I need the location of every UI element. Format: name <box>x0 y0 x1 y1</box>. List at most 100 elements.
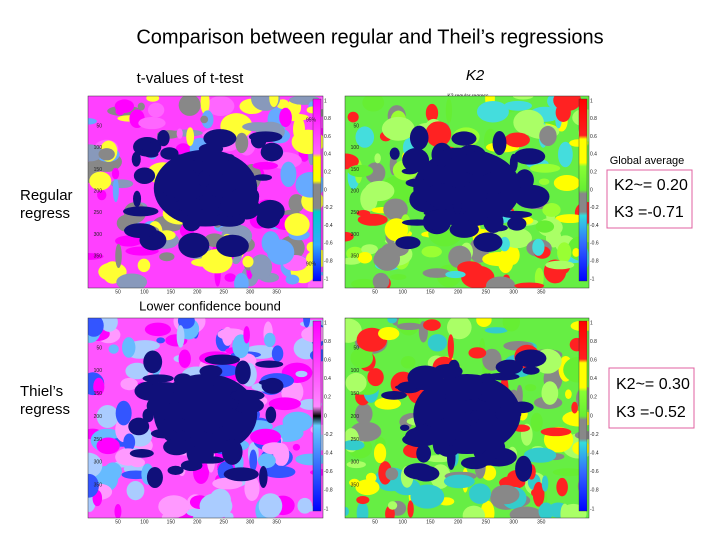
ocean-patch <box>198 143 224 155</box>
land-patch <box>345 440 365 451</box>
land-patch <box>137 102 145 111</box>
ocean-patch <box>464 456 499 466</box>
ocean-patch <box>416 444 432 463</box>
ocean-patch <box>265 406 277 424</box>
map-frame <box>87 317 324 519</box>
land-patch <box>390 274 407 281</box>
result-k3: K3 =-0.71 <box>614 204 684 221</box>
land-patch <box>531 489 538 497</box>
colorbar-tick: 0.4 <box>590 376 597 382</box>
land-patch <box>462 505 485 518</box>
ocean-patch <box>160 417 189 432</box>
land-patch <box>347 164 374 178</box>
land-patch <box>268 397 301 411</box>
land-patch <box>88 144 103 162</box>
land-patch <box>280 161 297 188</box>
map-x-tick: 350 <box>537 519 546 525</box>
land-patch <box>387 501 398 510</box>
colorbar-tick: 0.8 <box>324 116 331 122</box>
ocean-patch <box>131 151 141 167</box>
ocean-patch <box>389 147 400 160</box>
land-patch <box>539 125 557 146</box>
ocean-patch <box>178 232 210 258</box>
land-patch <box>351 278 377 288</box>
map-y-tick: 100 <box>94 368 103 374</box>
land-patch <box>93 377 105 396</box>
land-patch <box>356 501 369 518</box>
ocean-patch <box>395 236 421 250</box>
map-x-tick: 50 <box>372 519 378 525</box>
ocean-patch <box>381 390 407 400</box>
land-patch <box>558 141 573 168</box>
ocean-patch <box>197 171 211 187</box>
land-patch <box>158 495 190 518</box>
result-box <box>608 367 695 429</box>
map-panel: 50 100 150 200 250 300 350 50 100 150 200 250 300 350… <box>344 95 599 295</box>
land-patch <box>572 248 580 257</box>
map-x-tick: 250 <box>220 519 229 525</box>
ocean-patch <box>162 196 180 214</box>
colorbar-tick: -0.4 <box>324 451 333 457</box>
land-patch <box>279 107 292 128</box>
ocean-patch <box>163 438 191 456</box>
ocean-patch <box>402 148 430 173</box>
ocean-patch <box>142 374 174 383</box>
land-patch <box>514 282 545 288</box>
land-patch <box>200 115 209 124</box>
land-patch <box>545 260 575 270</box>
land-patch <box>512 96 534 100</box>
colorbar-label: 95% <box>306 117 317 123</box>
ocean-patch <box>436 417 462 437</box>
map-y-tick: 200 <box>94 188 103 194</box>
ocean-patch <box>221 170 254 177</box>
land-patch <box>137 258 151 273</box>
land-patch <box>100 318 118 332</box>
ocean-patch <box>146 466 163 489</box>
colorbar-tick: 0 <box>590 413 593 419</box>
map-y-tick: 250 <box>351 210 360 216</box>
map-x-tick: 200 <box>193 519 202 525</box>
map-x-tick: 150 <box>167 519 176 525</box>
slide-title: Comparison between regular and Theil’s r… <box>136 26 603 48</box>
ocean-patch <box>167 465 184 476</box>
land-patch <box>529 163 561 173</box>
ocean-patch <box>220 193 240 217</box>
land-patch <box>234 273 249 288</box>
map-panel: 50 100 150 200 250 300 350 50 100 150 200 250 300 350… <box>87 317 333 525</box>
ocean-patch <box>155 192 167 199</box>
land-patch <box>427 334 448 352</box>
column-header: K2 <box>466 67 485 84</box>
colorbar-tick: -0.4 <box>590 223 599 229</box>
map-x-tick: 350 <box>272 519 281 525</box>
map-y-tick: 350 <box>94 254 103 260</box>
land-patch <box>111 167 120 180</box>
land-patch <box>446 318 472 340</box>
colorbar-tick: 0.2 <box>324 170 331 176</box>
land-patch <box>345 231 354 242</box>
ocean-patch <box>226 154 235 161</box>
map-x-tick: 50 <box>115 289 121 295</box>
land-patch <box>206 96 235 117</box>
colorbar-tick: -0.6 <box>590 469 599 475</box>
land-patch <box>97 189 107 201</box>
land-patch <box>285 274 300 285</box>
land-patch <box>350 347 374 369</box>
land-patch <box>367 368 384 387</box>
land-patch <box>445 97 453 124</box>
ocean-patch <box>486 372 520 381</box>
land-patch <box>563 356 589 383</box>
land-patch <box>242 255 254 268</box>
map-y-tick: 100 <box>351 368 360 374</box>
land-patch <box>385 467 399 481</box>
land-patch <box>345 372 367 393</box>
land-patch <box>249 449 258 472</box>
land-patch <box>541 381 559 405</box>
ocean-patch <box>203 129 237 148</box>
colorbar-tick: 0.8 <box>590 339 597 345</box>
ocean-patch <box>213 213 245 227</box>
land-patch <box>552 468 585 477</box>
map-y-tick: 150 <box>94 167 103 173</box>
land-patch <box>571 401 578 414</box>
land-patch <box>96 405 119 428</box>
land-patch <box>445 270 466 279</box>
